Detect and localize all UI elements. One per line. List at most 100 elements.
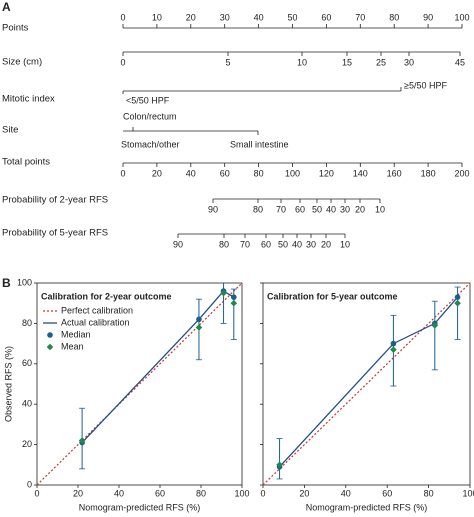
tick-label: 180 <box>421 168 436 178</box>
tick-label: 20 <box>355 204 365 214</box>
tick-label: 50 <box>278 239 288 249</box>
perfect-line <box>262 282 471 486</box>
tick-label: 70 <box>240 239 250 249</box>
mean-point <box>276 461 283 469</box>
tick-label: 30 <box>404 57 414 67</box>
median-point <box>454 294 461 300</box>
mean-point <box>195 324 203 331</box>
x-tick-label: 100 <box>234 488 249 498</box>
x-tick-label: 60 <box>155 488 165 498</box>
mean-point <box>78 437 86 444</box>
mean-point <box>454 299 461 307</box>
legend-label: Actual calibration <box>61 317 130 327</box>
tick-label: 10 <box>340 239 350 249</box>
legend-label: Perfect calibration <box>61 305 133 315</box>
y-tick-label: 80 <box>22 318 32 328</box>
median-point <box>231 294 237 300</box>
y-tick-label: 20 <box>22 439 32 449</box>
tick-label: 0 <box>120 168 125 178</box>
x-tick-label: 0 <box>260 488 265 498</box>
tick-label: 20 <box>152 168 162 178</box>
tick-label: 80 <box>389 12 399 22</box>
tick-label: 0 <box>120 57 125 67</box>
tick-label: 200 <box>454 168 469 178</box>
tick-label: 25 <box>376 57 386 67</box>
mean-point <box>431 322 439 329</box>
tick-label: 5 <box>225 57 230 67</box>
panel-label: B <box>2 276 11 290</box>
row-name: Size (cm) <box>2 57 42 68</box>
chart-title: Calibration for 5-year outcome <box>267 291 398 301</box>
legend-label: Mean <box>61 341 84 351</box>
tick-label: 50 <box>312 204 322 214</box>
median-point <box>196 316 202 323</box>
tick-label: 40 <box>326 204 336 214</box>
row-name: Probability of 2-year RFS <box>2 195 108 206</box>
category-label: Stomach/other <box>121 139 180 149</box>
row-name: Total points <box>2 157 50 168</box>
row-name: Probability of 5-year RFS <box>2 228 108 239</box>
x-tick-label: 80 <box>196 488 206 498</box>
tick-label: 100 <box>454 12 469 22</box>
mean-point <box>220 289 227 297</box>
category-label: Small intestine <box>230 139 289 149</box>
x-tick-label: 100 <box>462 488 474 498</box>
tick-label: 10 <box>152 12 162 22</box>
tick-label: 10 <box>375 204 385 214</box>
tick-label: 30 <box>340 204 350 214</box>
median-point <box>390 340 397 347</box>
tick-label: 80 <box>219 239 229 249</box>
category-label: <5/50 HPF <box>126 95 170 105</box>
y-tick-label: 100 <box>17 277 32 287</box>
tick-label: 30 <box>306 239 316 249</box>
plot-frame <box>36 282 243 486</box>
x-tick-label: 40 <box>341 488 351 498</box>
tick-label: 10 <box>297 57 307 67</box>
category-label: ≥5/50 HPF <box>404 80 447 90</box>
mean-point <box>230 299 238 307</box>
tick-label: 30 <box>220 12 230 22</box>
tick-label: 15 <box>342 57 352 67</box>
tick-label: 45 <box>455 57 465 67</box>
tick-label: 20 <box>321 239 331 249</box>
calibration-line <box>279 296 459 468</box>
y-tick-label: 60 <box>22 358 32 368</box>
tick-label: 40 <box>292 239 302 249</box>
x-axis-label: Nomogram-predicted RFS (%) <box>79 502 201 512</box>
panel-label: A <box>2 0 11 14</box>
tick-label: 80 <box>254 168 264 178</box>
y-tick-label: 40 <box>22 399 32 409</box>
x-tick-label: 20 <box>73 488 83 498</box>
tick-label: 90 <box>423 12 433 22</box>
tick-label: 80 <box>253 204 263 214</box>
category-label: Colon/rectum <box>123 111 177 121</box>
tick-label: 100 <box>285 168 300 178</box>
tick-label: 120 <box>319 168 334 178</box>
legend-label: Median <box>61 329 91 339</box>
plot-frame <box>262 282 471 486</box>
x-axis-label: Nomogram-predicted RFS (%) <box>306 502 428 512</box>
y-axis-label: Observed RFS (%) <box>3 346 13 422</box>
row-name: Mitotic index <box>2 94 55 105</box>
mean-point <box>390 346 397 353</box>
tick-label: 90 <box>173 239 183 249</box>
tick-label: 70 <box>276 204 286 214</box>
tick-label: 40 <box>254 12 264 22</box>
x-tick-label: 0 <box>34 488 39 498</box>
x-tick-label: 80 <box>424 488 434 498</box>
tick-label: 70 <box>355 12 365 22</box>
x-tick-label: 40 <box>114 488 124 498</box>
tick-label: 140 <box>353 168 368 178</box>
calibration-line <box>81 290 235 444</box>
tick-label: 160 <box>387 168 402 178</box>
tick-label: 0 <box>120 12 125 22</box>
x-tick-label: 60 <box>382 488 392 498</box>
tick-label: 60 <box>261 239 271 249</box>
tick-label: 60 <box>321 12 331 22</box>
tick-label: 60 <box>295 204 305 214</box>
tick-label: 50 <box>287 12 297 22</box>
tick-label: 90 <box>208 204 218 214</box>
row-name: Site <box>2 125 18 136</box>
tick-label: 20 <box>186 12 196 22</box>
